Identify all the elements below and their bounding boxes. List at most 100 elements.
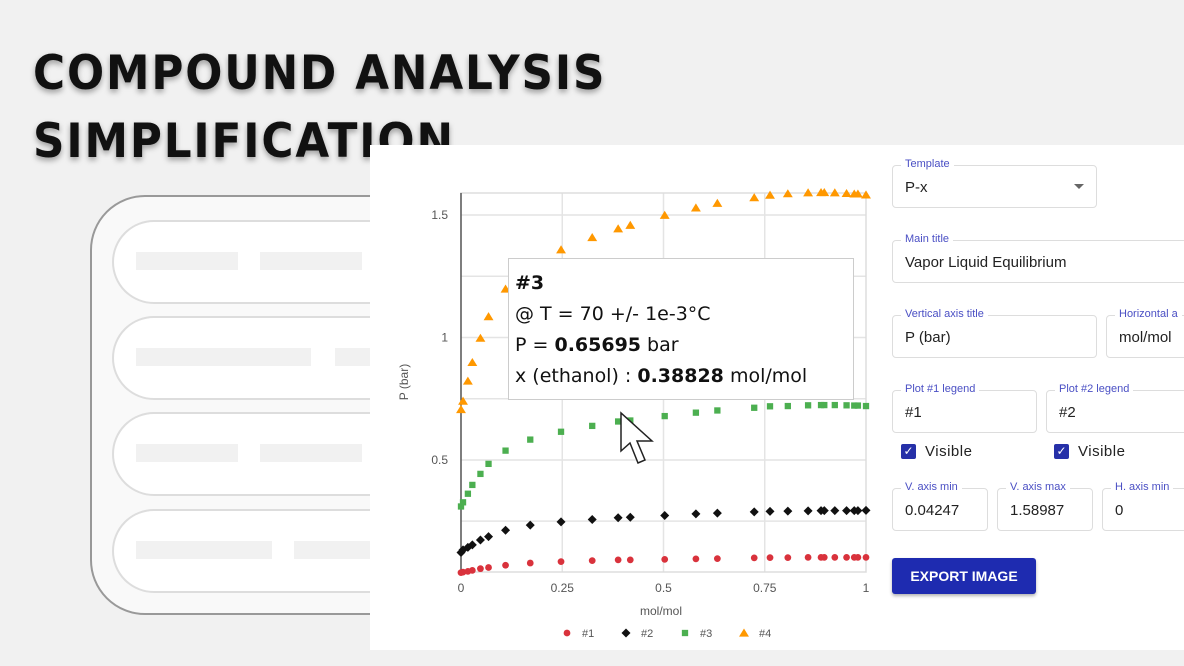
plot1-visible-checkbox[interactable]: ✓ — [901, 444, 916, 459]
data-point-series-4 — [803, 188, 814, 197]
data-point-series-1 — [477, 565, 484, 573]
legend-label-1: #1 — [582, 628, 594, 640]
data-point-series-2 — [556, 517, 566, 527]
data-point-series-3 — [557, 428, 565, 435]
data-point-series-3 — [589, 422, 596, 430]
horizontal-axis-title-input[interactable]: Horizontal a mol/mol — [1106, 308, 1184, 358]
tooltip-composition: x (ethanol) : 0.38828 mol/mol — [515, 365, 808, 387]
data-point-series-3 — [661, 412, 668, 420]
data-point-series-2 — [749, 507, 759, 517]
data-point-series-2 — [613, 513, 623, 523]
data-point-series-3 — [784, 402, 791, 410]
data-point-series-1 — [820, 554, 828, 561]
data-point-series-3 — [502, 447, 509, 454]
data-point-series-3 — [527, 436, 534, 443]
mouse-cursor-icon — [620, 411, 654, 464]
data-point-series-3 — [851, 402, 858, 409]
plot1-legend-input[interactable]: Plot #1 legend #1 — [892, 383, 1037, 433]
v-axis-min-input[interactable]: V. axis min 0.04247 — [892, 481, 988, 531]
data-point-series-2 — [861, 505, 871, 515]
data-point-series-2 — [660, 511, 670, 521]
data-point-series-1 — [692, 555, 700, 563]
main-title-input[interactable]: Main title Vapor Liquid Equilibrium — [892, 233, 1184, 283]
data-point-series-4 — [467, 357, 478, 367]
data-point-series-4 — [456, 404, 466, 414]
data-point-series-2 — [501, 525, 511, 535]
legend-label-3: #3 — [700, 628, 712, 640]
data-point-series-4 — [475, 333, 486, 342]
data-point-series-3 — [614, 418, 622, 425]
data-point-series-3 — [804, 402, 812, 409]
data-point-series-4 — [625, 220, 636, 229]
legend-marker-1 — [563, 629, 571, 637]
y-tick-label: 1.5 — [431, 208, 448, 222]
data-point-series-4 — [749, 193, 760, 202]
data-point-series-1 — [843, 554, 850, 561]
y-tick-label: 0.5 — [431, 453, 448, 467]
data-point-series-2 — [853, 506, 863, 516]
data-point-series-1 — [614, 556, 622, 564]
legend-label-2: #2 — [641, 628, 653, 640]
x-axis-title: mol/mol — [640, 604, 683, 618]
tooltip-pressure: P = 0.65695 bar — [515, 334, 679, 356]
data-point-series-1 — [468, 567, 476, 574]
data-point-series-2 — [842, 506, 852, 516]
hero-title-line1: COMPOUND ANALYSIS — [33, 46, 607, 101]
v-axis-max-input[interactable]: V. axis max 1.58987 — [997, 481, 1093, 531]
data-point-series-3 — [714, 407, 721, 414]
data-point-series-3 — [477, 470, 484, 478]
data-point-series-3 — [817, 401, 825, 409]
vertical-axis-title-input[interactable]: Vertical axis title P (bar) — [892, 308, 1097, 358]
data-point-series-2 — [467, 540, 477, 550]
data-point-series-3 — [457, 503, 465, 510]
data-point-series-4 — [861, 190, 871, 199]
y-tick-label: 1 — [441, 330, 448, 344]
data-point-series-2 — [830, 506, 840, 516]
data-point-series-1 — [766, 554, 774, 562]
x-tick-label: 0.5 — [655, 581, 672, 595]
data-point-series-4 — [829, 188, 840, 197]
data-point-series-2 — [525, 520, 535, 530]
data-point-series-4 — [613, 224, 624, 233]
tooltip-temperature: @ T = 70 +/- 1e-3°C — [515, 303, 711, 325]
plot2-visible-label: Visible — [1078, 443, 1126, 460]
x-tick-label: 0.25 — [551, 581, 575, 595]
data-point-series-4 — [587, 233, 598, 242]
data-point-series-3 — [766, 403, 774, 410]
data-point-series-4 — [659, 210, 670, 219]
data-point-series-1 — [626, 556, 634, 564]
data-point-series-1 — [750, 554, 758, 562]
x-tick-label: 0.75 — [753, 581, 777, 595]
plot2-visible-checkbox[interactable]: ✓ — [1054, 444, 1069, 459]
data-point-series-3 — [464, 490, 472, 497]
plot1-visible-label: Visible — [925, 443, 973, 460]
data-point-series-2 — [712, 508, 722, 518]
data-point-series-1 — [831, 554, 839, 561]
export-image-button[interactable]: EXPORT IMAGE — [892, 558, 1036, 594]
data-point-series-1 — [862, 554, 870, 561]
data-point-series-2 — [783, 506, 793, 516]
data-point-series-3 — [469, 481, 476, 489]
data-point-series-2 — [803, 506, 813, 516]
data-point-series-2 — [625, 512, 635, 522]
data-point-series-4 — [458, 396, 468, 405]
h-axis-min-input[interactable]: H. axis min 0 — [1102, 481, 1184, 531]
data-point-series-4 — [819, 187, 830, 197]
data-point-tooltip: #3 @ T = 70 +/- 1e-3°C P = 0.65695 bar x… — [508, 258, 854, 400]
data-point-series-2 — [475, 535, 485, 545]
legend-marker-2 — [621, 628, 631, 638]
template-select[interactable]: Template P-x — [892, 158, 1097, 208]
data-point-series-4 — [483, 312, 494, 321]
data-point-series-3 — [862, 402, 870, 410]
data-point-series-4 — [556, 245, 566, 254]
y-axis-title: P (bar) — [397, 363, 412, 401]
data-point-series-1 — [526, 559, 534, 567]
plot2-legend-input[interactable]: Plot #2 legend #2 — [1046, 383, 1184, 433]
data-point-series-2 — [587, 514, 597, 524]
data-point-series-3 — [821, 401, 828, 409]
data-point-series-3 — [854, 402, 862, 409]
data-point-series-4 — [462, 376, 473, 385]
chevron-down-icon — [1074, 184, 1084, 189]
data-point-series-1 — [502, 561, 509, 569]
data-point-series-2 — [765, 506, 775, 516]
